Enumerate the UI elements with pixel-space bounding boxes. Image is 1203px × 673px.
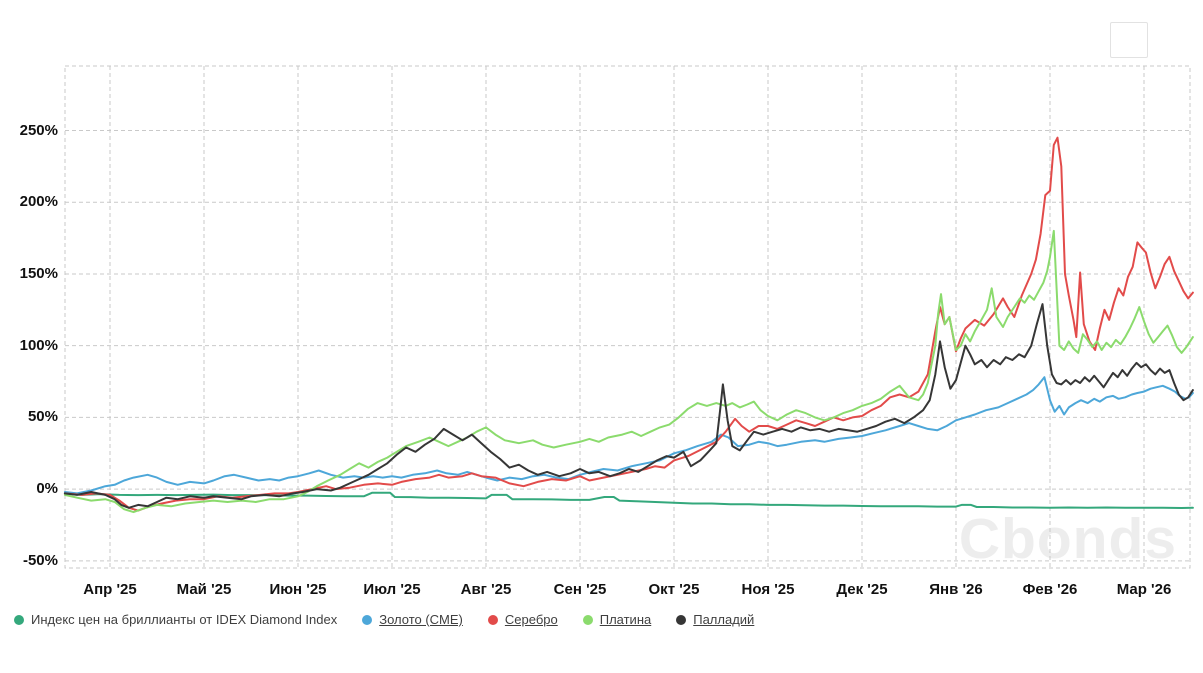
legend-item-platinum[interactable]: Платина: [582, 612, 652, 627]
legend-item-label[interactable]: Палладий: [693, 612, 755, 627]
legend-item-label[interactable]: Серебро: [504, 612, 558, 627]
legend-item-label[interactable]: Платина: [599, 612, 652, 627]
legend-marker-icon: [676, 614, 687, 625]
legend-item-label[interactable]: Золото (CME): [379, 612, 463, 627]
x-tick-label: Фев '26: [1022, 581, 1078, 598]
x-tick-label: Сен '25: [553, 581, 607, 598]
legend-item-silver[interactable]: Серебро: [487, 612, 558, 627]
series-line-gold-cme: [63, 376, 1194, 495]
series-line-silver: [63, 136, 1194, 512]
chart-legend: Индекс цен на бриллианты от IDEX Diamond…: [14, 612, 754, 627]
series-line-platinum: [63, 229, 1194, 514]
x-tick-label: Мар '26: [1116, 581, 1172, 598]
y-tick-label: -50%: [22, 551, 58, 569]
y-tick-label: 100%: [19, 336, 58, 354]
x-tick-label: Янв '26: [929, 581, 983, 598]
chart-menu-button[interactable]: [1110, 22, 1148, 58]
x-tick-label: Май '25: [176, 581, 232, 598]
series-line-palladium: [63, 303, 1194, 509]
legend-item-palladium[interactable]: Палладий: [676, 612, 754, 627]
x-tick-label: Дек '25: [836, 581, 888, 598]
y-tick-label: 50%: [27, 408, 58, 426]
y-tick-label: 200%: [19, 193, 58, 211]
legend-item-gold-cme[interactable]: Золото (CME): [362, 612, 463, 627]
x-tick-label: Апр '25: [83, 581, 137, 598]
y-tick-label: 150%: [19, 264, 58, 282]
x-tick-label: Ноя '25: [741, 581, 795, 598]
y-tick-label: 0%: [36, 480, 58, 498]
plot-border: [64, 65, 1191, 569]
legend-marker-icon: [14, 614, 24, 625]
legend-marker-icon: [582, 614, 593, 625]
y-tick-label: 250%: [19, 121, 58, 139]
legend-marker-icon: [487, 614, 498, 625]
legend-marker-icon: [362, 614, 373, 625]
x-tick-label: Авг '25: [460, 581, 512, 598]
x-tick-label: Июл '25: [363, 581, 421, 598]
x-tick-label: Июн '25: [269, 581, 327, 598]
legend-item-diamond-index[interactable]: Индекс цен на бриллианты от IDEX Diamond…: [14, 612, 337, 627]
legend-item-label: Индекс цен на бриллианты от IDEX Diamond…: [31, 612, 338, 627]
x-tick-label: Окт '25: [648, 581, 700, 598]
